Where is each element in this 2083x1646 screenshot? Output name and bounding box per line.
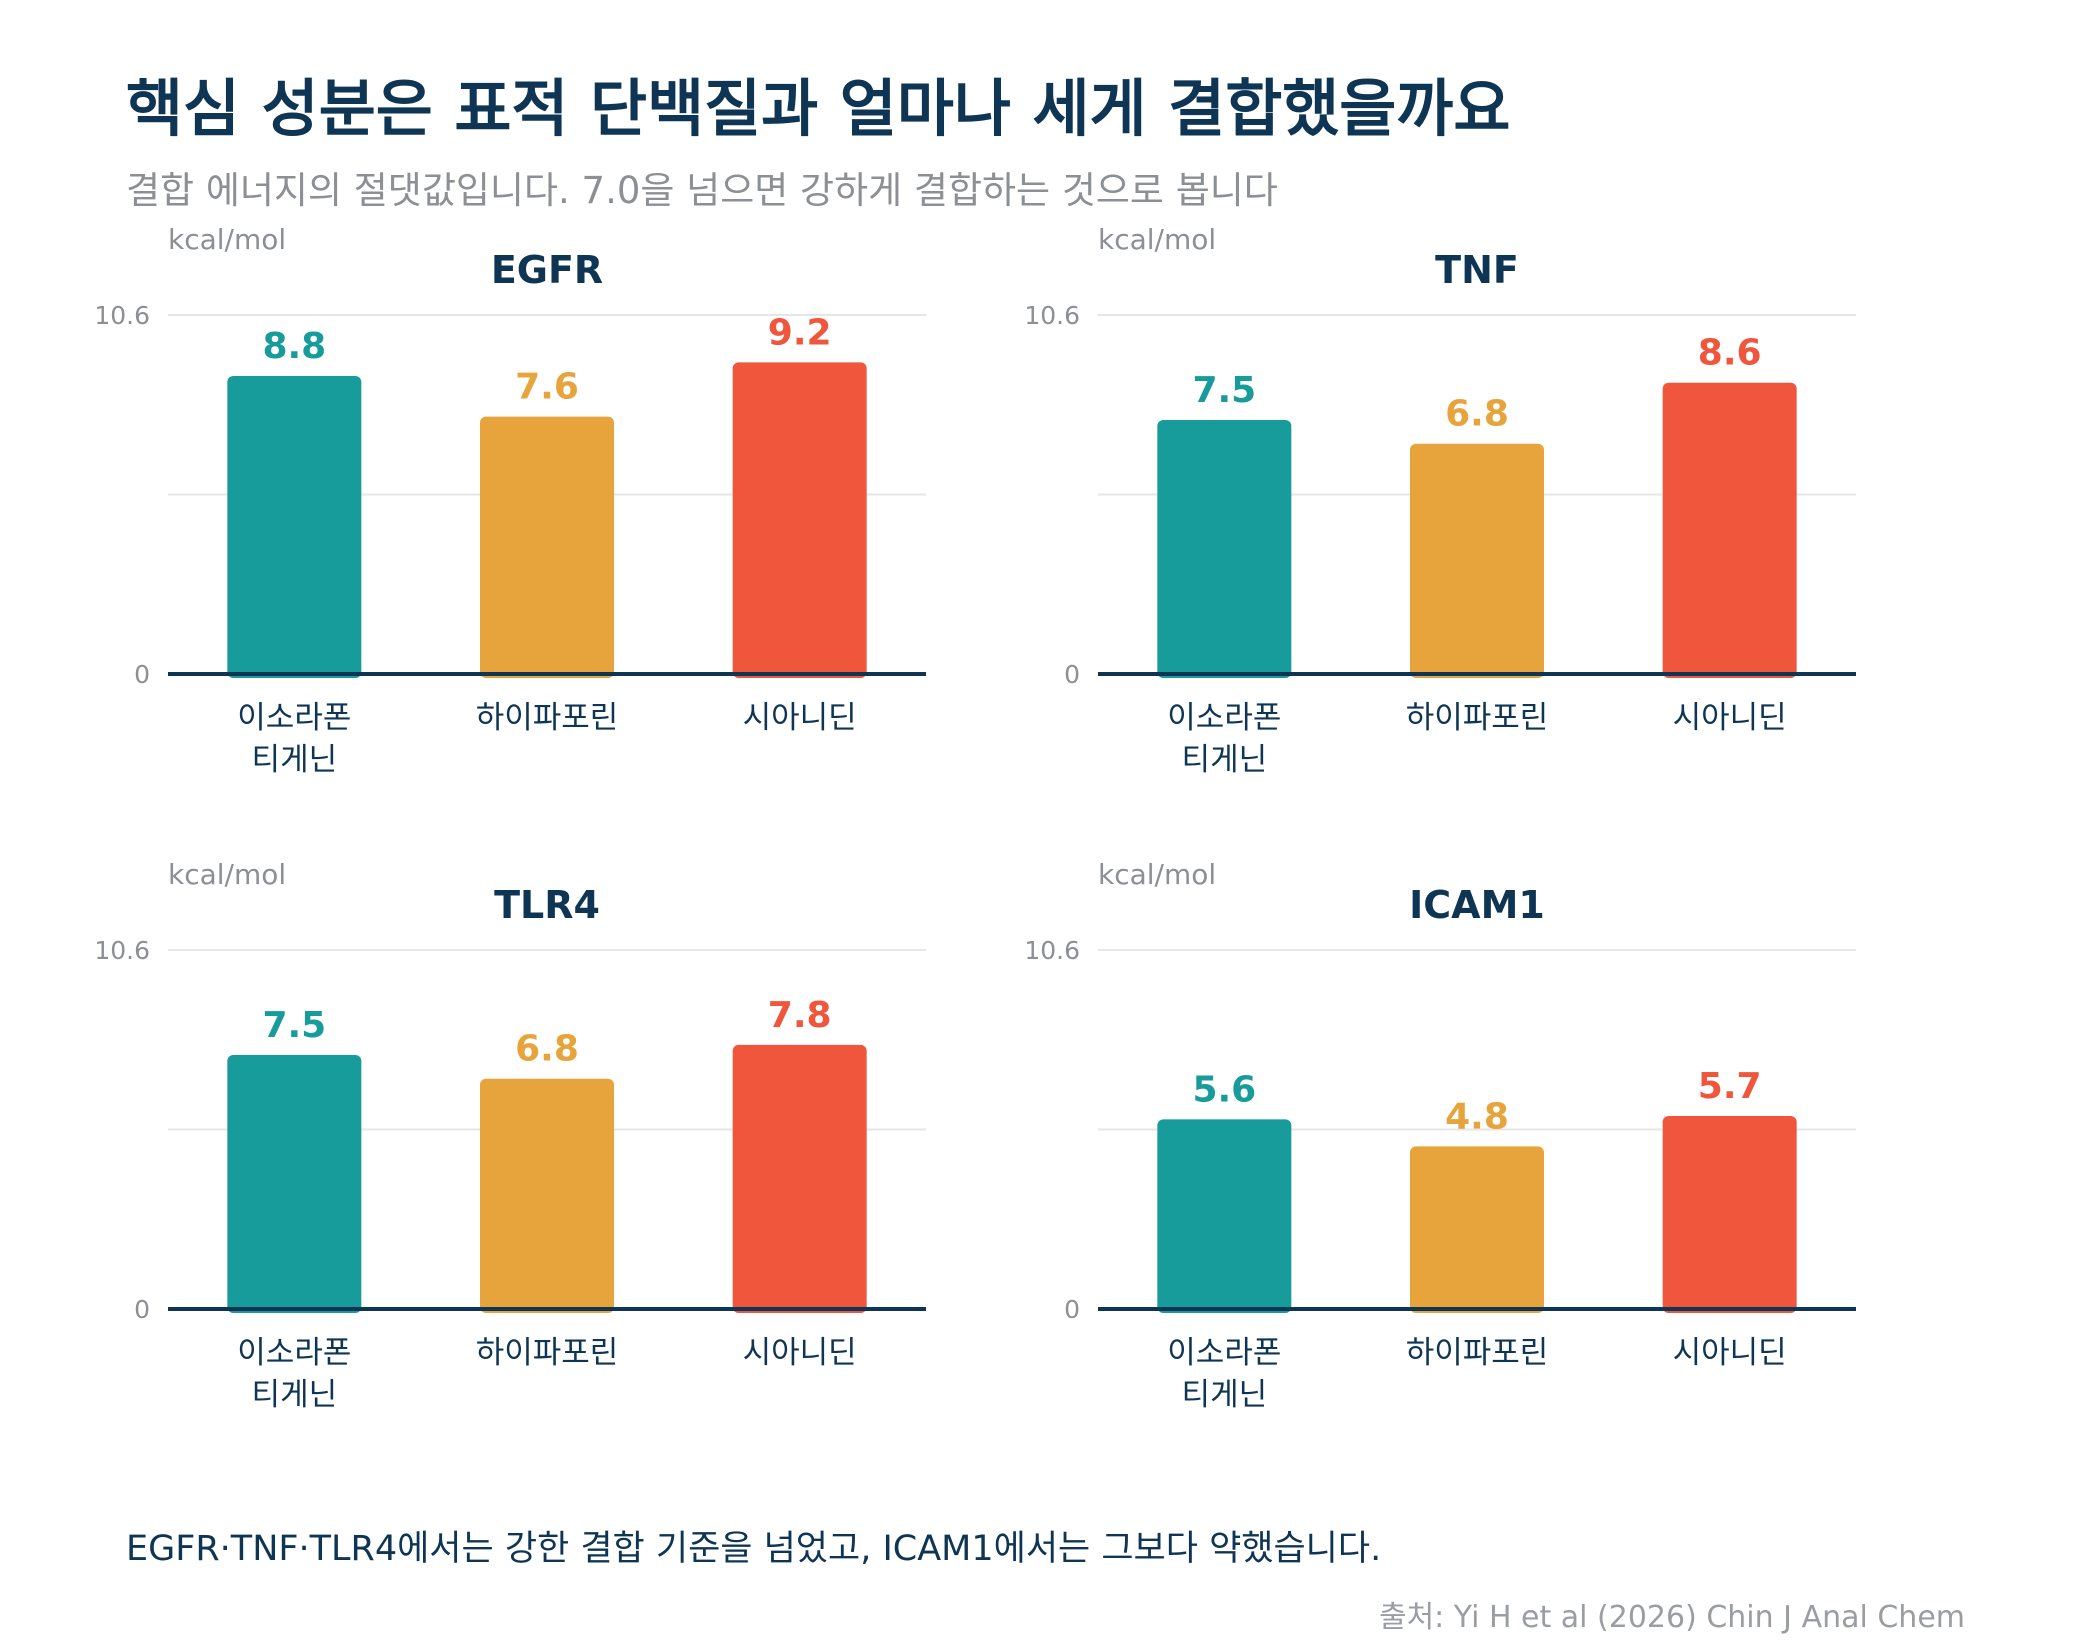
footnote: EGFR·TNF·TLR4에서는 강한 결합 기준을 넘었고, ICAM1에서는… bbox=[126, 1529, 1382, 1569]
bar bbox=[1410, 1146, 1544, 1313]
data-label: 8.6 bbox=[1698, 333, 1762, 374]
x-tick-label: 하이파포린 bbox=[1406, 700, 1549, 736]
y-axis-label: kcal/mol bbox=[168, 858, 286, 891]
chart-title: TLR4 bbox=[494, 883, 600, 927]
x-tick-label: 하이파포린 bbox=[476, 1335, 619, 1371]
x-tick-label: 티게닌 bbox=[252, 1377, 338, 1413]
x-tick-label: 티게닌 bbox=[1182, 1377, 1268, 1413]
bar bbox=[1157, 1119, 1292, 1313]
bar bbox=[732, 1044, 867, 1313]
data-label: 8.8 bbox=[262, 326, 326, 367]
chart-title: TNF bbox=[1435, 248, 1519, 292]
x-tick-label: 이소라폰 bbox=[1167, 700, 1281, 736]
bar bbox=[480, 1078, 614, 1313]
x-tick-label: 티게닌 bbox=[1182, 742, 1268, 778]
data-label: 4.8 bbox=[1445, 1096, 1509, 1137]
bar bbox=[227, 1054, 362, 1313]
x-tick-label: 이소라폰 bbox=[237, 700, 351, 736]
x-tick-label: 시아니딘 bbox=[1673, 1335, 1787, 1371]
page-subtitle: 결합 에너지의 절댓값입니다. 7.0을 넘으면 강하게 결합하는 것으로 봅니… bbox=[126, 169, 1278, 212]
data-label: 7.8 bbox=[768, 995, 832, 1036]
data-label: 5.7 bbox=[1698, 1066, 1762, 1107]
x-tick-label: 시아니딘 bbox=[1673, 700, 1787, 736]
data-label: 7.6 bbox=[515, 367, 579, 408]
data-label: 6.8 bbox=[1445, 394, 1509, 435]
bar bbox=[1662, 382, 1797, 678]
source-credit: 출처: Yi H et al (2026) Chin J Anal Chem bbox=[1378, 1600, 1965, 1635]
y-axis-label: kcal/mol bbox=[1098, 858, 1216, 891]
x-tick-label: 시아니딘 bbox=[743, 1335, 857, 1371]
y-axis-label: kcal/mol bbox=[168, 223, 286, 256]
y-tick-label: 0 bbox=[1064, 1295, 1080, 1324]
bar bbox=[1157, 419, 1292, 678]
page-title: 핵심 성분은 표적 단백질과 얼마나 세게 결합했을까요 bbox=[126, 72, 1511, 145]
x-tick-label: 이소라폰 bbox=[237, 1335, 351, 1371]
bar bbox=[480, 416, 614, 678]
bar bbox=[1662, 1115, 1797, 1313]
data-label: 7.5 bbox=[1192, 370, 1256, 411]
x-tick-label: 하이파포린 bbox=[476, 700, 619, 736]
x-tick-label: 이소라폰 bbox=[1167, 1335, 1281, 1371]
data-label: 6.8 bbox=[515, 1029, 579, 1070]
y-tick-label: 0 bbox=[134, 660, 150, 689]
y-tick-label: 10.6 bbox=[1024, 301, 1080, 330]
chart-title: ICAM1 bbox=[1409, 883, 1545, 927]
bar bbox=[1410, 443, 1544, 678]
data-label: 9.2 bbox=[768, 312, 832, 353]
data-label: 7.5 bbox=[262, 1005, 326, 1046]
y-tick-label: 0 bbox=[1064, 660, 1080, 689]
y-tick-label: 10.6 bbox=[94, 936, 150, 965]
y-tick-label: 10.6 bbox=[94, 301, 150, 330]
x-tick-label: 시아니딘 bbox=[743, 700, 857, 736]
y-tick-label: 0 bbox=[134, 1295, 150, 1324]
data-label: 5.6 bbox=[1192, 1069, 1256, 1110]
chart-title: EGFR bbox=[491, 248, 603, 292]
x-tick-label: 티게닌 bbox=[252, 742, 338, 778]
y-axis-label: kcal/mol bbox=[1098, 223, 1216, 256]
x-tick-label: 하이파포린 bbox=[1406, 1335, 1549, 1371]
bar bbox=[227, 375, 362, 678]
y-tick-label: 10.6 bbox=[1024, 936, 1080, 965]
bar bbox=[732, 362, 867, 678]
